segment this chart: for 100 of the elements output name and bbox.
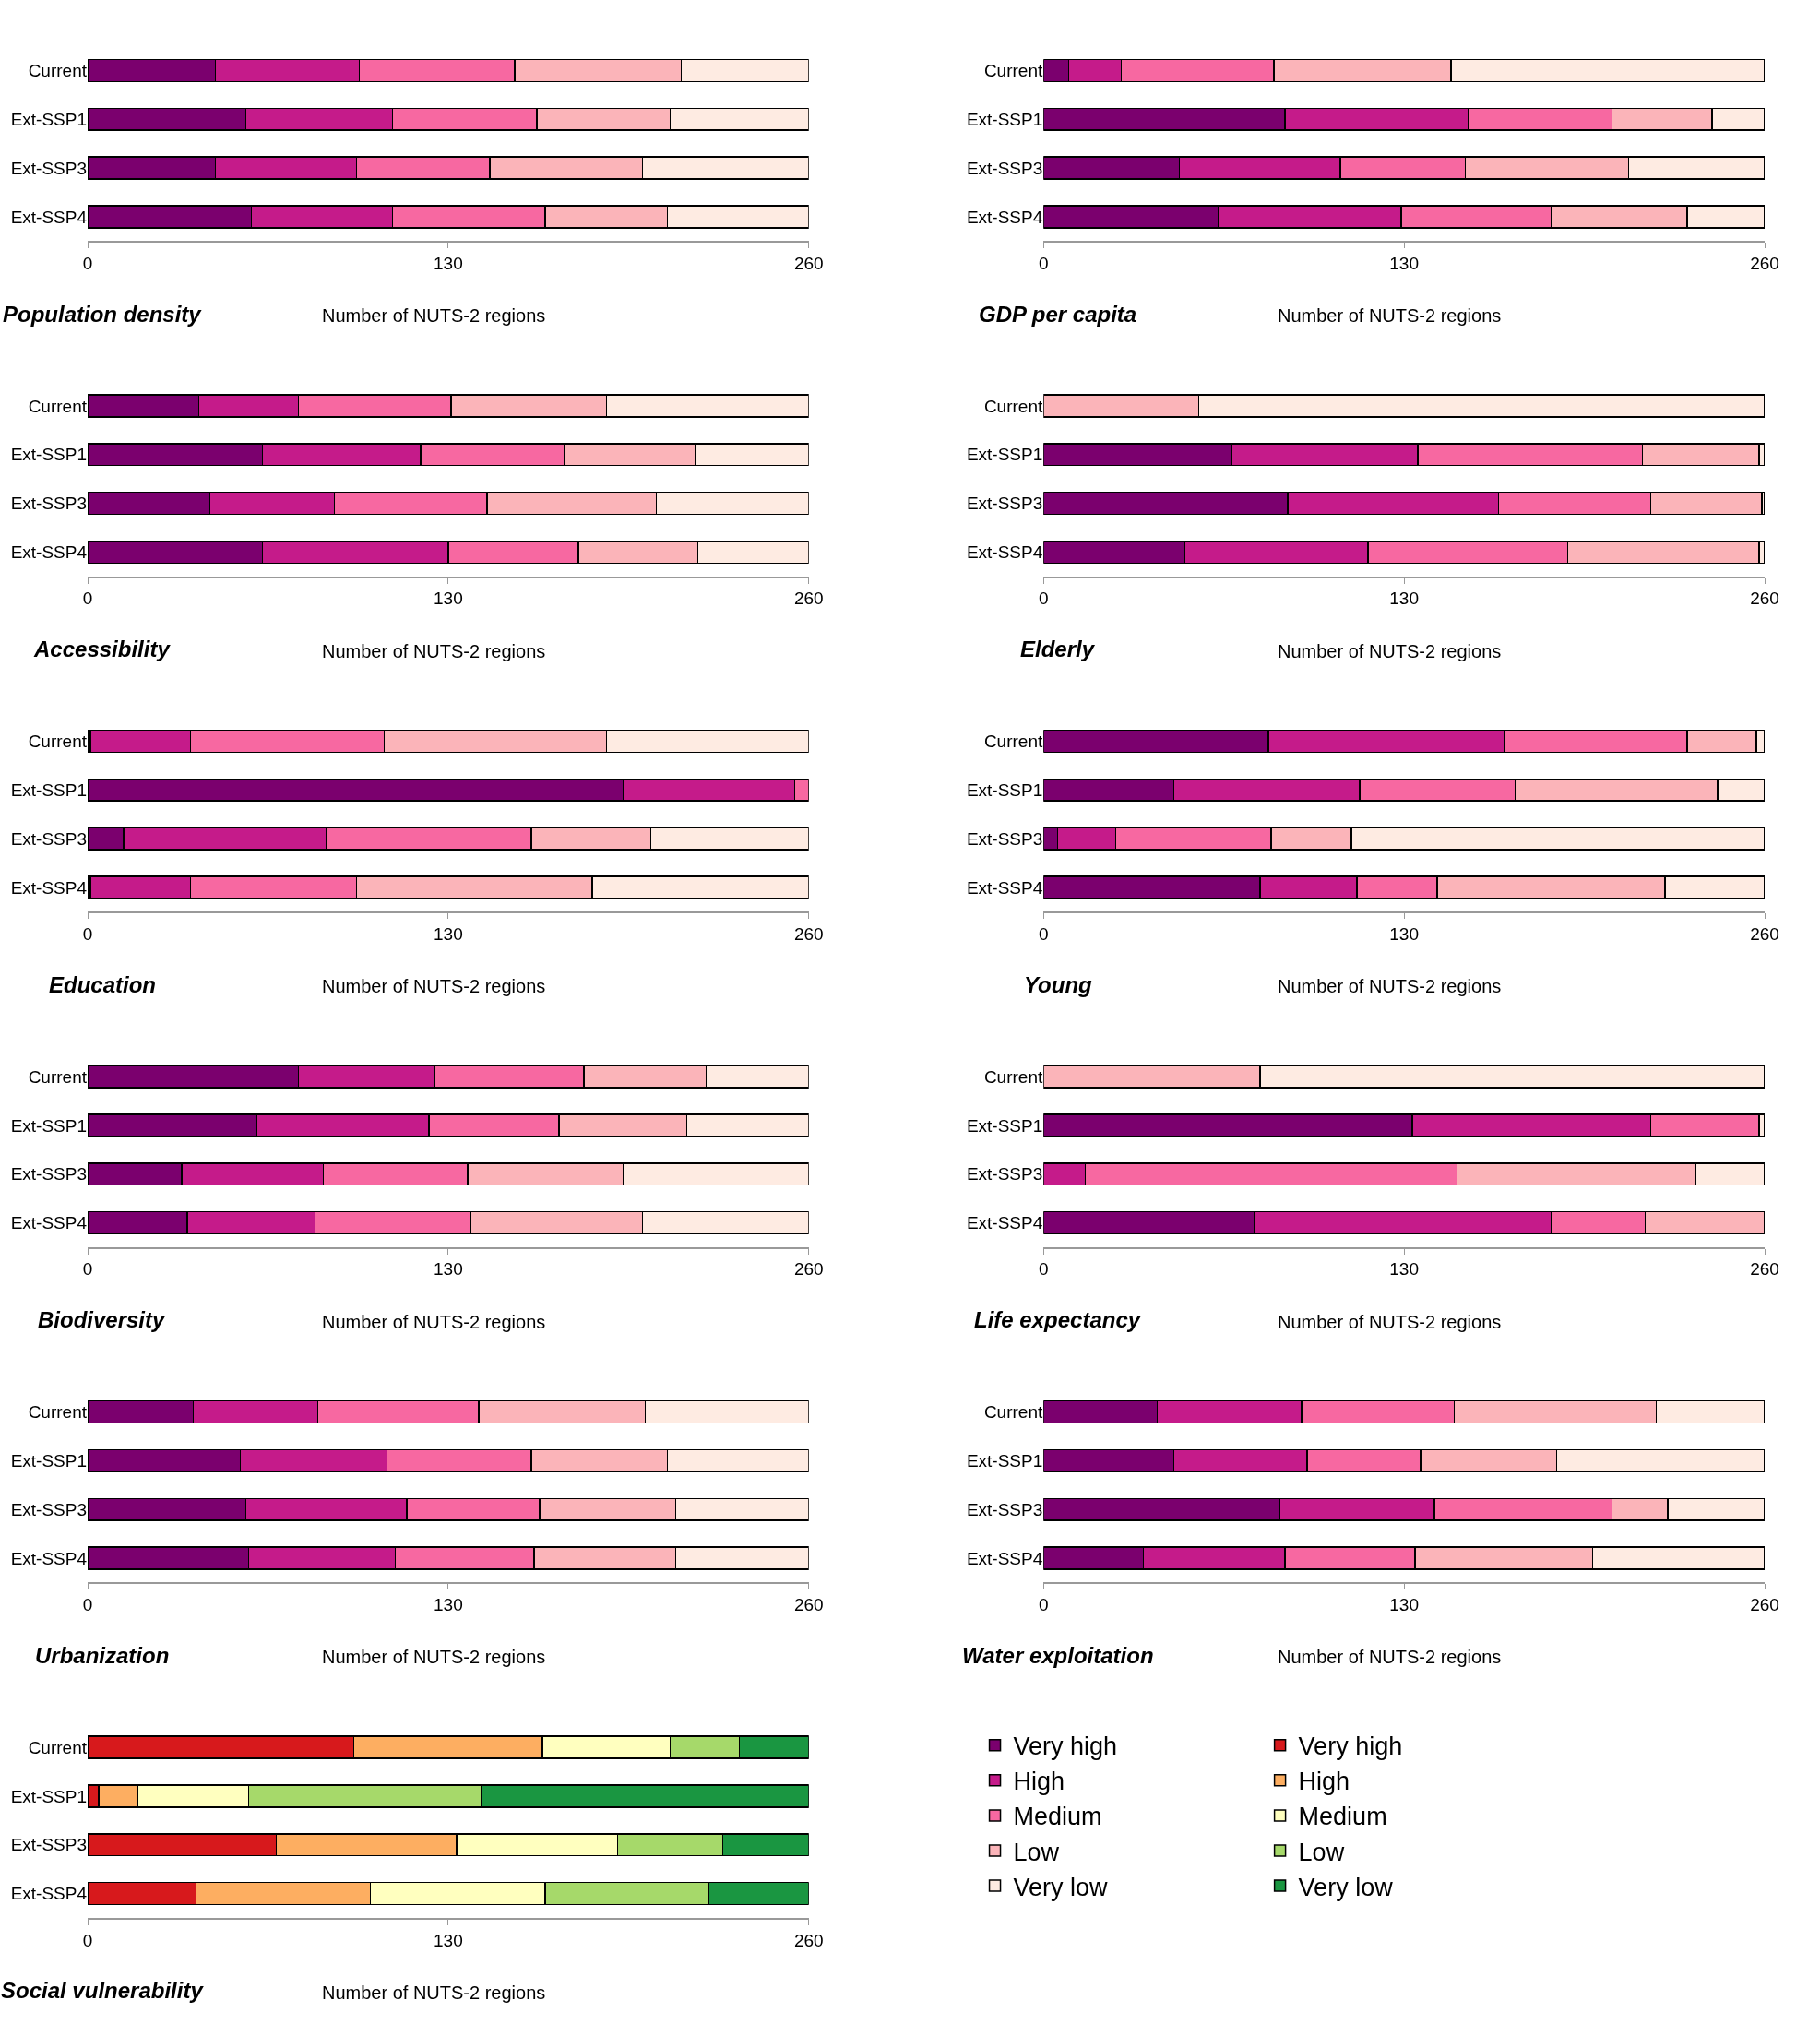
y-tick-label: Ext-SSP3 — [10, 828, 87, 849]
x-tick-label: 0 — [82, 1259, 93, 1280]
y-tick-label: Ext-SSP3 — [966, 158, 1043, 178]
y-tick-label: Ext-SSP4 — [10, 542, 88, 563]
x-tick-label: 260 — [793, 1930, 824, 1950]
x-tick-label: 0 — [1038, 589, 1049, 609]
x-tick-label: 0 — [82, 1595, 93, 1615]
x-tick-label: 130 — [434, 1595, 463, 1615]
legend-label: Low — [1013, 1838, 1060, 1866]
y-tick-label: Ext-SSP3 — [10, 494, 87, 514]
x-tick-label: 260 — [1750, 253, 1779, 273]
y-tick-label: Current — [983, 1066, 1043, 1087]
x-tick-label: 260 — [1750, 1259, 1779, 1280]
x-axis-title: Number of NUTS-2 regions — [1278, 1312, 1502, 1332]
text: Elderly — [1020, 637, 1096, 661]
x-tick-label: 130 — [434, 589, 463, 609]
x-axis-title: Number of NUTS-2 regions — [322, 305, 546, 326]
x-tick-label: 0 — [82, 589, 93, 609]
y-tick-label: Ext-SSP3 — [966, 828, 1043, 849]
y-tick-label: Ext-SSP4 — [966, 207, 1043, 227]
x-tick-label: 0 — [1038, 253, 1049, 273]
x-tick-label: 260 — [793, 1595, 824, 1615]
y-tick-label: Ext-SSP1 — [10, 1786, 87, 1806]
y-tick-label: Ext-SSP3 — [966, 494, 1043, 514]
x-tick-label: 130 — [434, 1930, 463, 1950]
y-tick-label: Ext-SSP1 — [966, 1451, 1043, 1471]
x-tick-label: 130 — [434, 923, 463, 944]
y-tick-label: Ext-SSP4 — [10, 1548, 88, 1568]
x-axis-title: Number of NUTS-2 regions — [1278, 305, 1502, 326]
y-tick-label: Ext-SSP1 — [10, 109, 87, 129]
y-tick-label: Ext-SSP4 — [10, 207, 88, 227]
y-tick-label: Ext-SSP3 — [966, 1499, 1043, 1519]
x-tick-label: 260 — [793, 589, 824, 609]
y-tick-label: Current — [28, 1737, 88, 1757]
x-axis-title: Number of NUTS-2 regions — [1278, 641, 1502, 661]
x-tick-label: 260 — [793, 923, 824, 944]
y-tick-label: Ext-SSP4 — [10, 1213, 88, 1233]
x-tick-label: 0 — [82, 923, 93, 944]
text: Young — [1024, 972, 1093, 997]
legend-label: Very low — [1298, 1873, 1394, 1901]
y-tick-label: Ext-SSP4 — [10, 1884, 88, 1904]
y-tick-label: Ext-SSP1 — [966, 780, 1043, 800]
y-tick-label: Ext-SSP4 — [10, 877, 88, 898]
x-tick-label: 130 — [1389, 923, 1419, 944]
y-tick-label: Current — [28, 1402, 88, 1423]
text: Water exploitation — [962, 1643, 1154, 1668]
y-tick-label: Ext-SSP3 — [10, 1499, 87, 1519]
x-tick-label: 0 — [1038, 1595, 1049, 1615]
y-tick-label: Ext-SSP4 — [966, 542, 1043, 563]
y-tick-label: Ext-SSP1 — [966, 1115, 1043, 1136]
legend-label: High — [1298, 1768, 1350, 1796]
x-tick-label: 0 — [1038, 1259, 1049, 1280]
y-tick-label: Ext-SSP1 — [10, 780, 87, 800]
x-tick-label: 130 — [1389, 1595, 1419, 1615]
y-tick-label: Current — [983, 396, 1043, 416]
x-tick-label: 260 — [1750, 923, 1779, 944]
y-tick-label: Current — [983, 1402, 1043, 1423]
legend-label: Very high — [1013, 1732, 1118, 1761]
y-tick-label: Current — [28, 1066, 88, 1087]
x-axis-title: Number of NUTS-2 regions — [322, 1312, 546, 1332]
legend-label: Medium — [1298, 1803, 1387, 1831]
y-tick-label: Ext-SSP3 — [966, 1164, 1043, 1185]
text: Population density — [3, 302, 203, 327]
x-tick-label: 0 — [1038, 923, 1049, 944]
text: Education — [49, 972, 157, 997]
y-tick-label: Ext-SSP4 — [966, 1213, 1043, 1233]
x-axis-title: Number of NUTS-2 regions — [322, 641, 546, 661]
y-tick-label: Ext-SSP1 — [10, 1451, 87, 1471]
legend-label: Very high — [1298, 1732, 1403, 1761]
x-tick-label: 130 — [1389, 589, 1419, 609]
x-tick-label: 0 — [82, 253, 93, 273]
legend-label: Medium — [1013, 1803, 1102, 1831]
y-tick-label: Ext-SSP1 — [10, 445, 87, 465]
y-tick-label: Ext-SSP3 — [10, 158, 87, 178]
x-tick-label: 0 — [82, 1930, 93, 1950]
legend-label: Low — [1298, 1838, 1345, 1866]
x-tick-label: 260 — [1750, 589, 1779, 609]
y-tick-label: Ext-SSP4 — [966, 1548, 1043, 1568]
text: GDP per capita — [979, 302, 1137, 327]
legend-label: High — [1013, 1768, 1065, 1796]
x-tick-label: 260 — [793, 1259, 824, 1280]
y-tick-label: Ext-SSP4 — [966, 877, 1043, 898]
y-tick-label: Current — [28, 396, 88, 416]
text: Life expectancy — [974, 1307, 1142, 1332]
text: Biodiversity — [38, 1307, 167, 1332]
x-tick-label: 130 — [1389, 1259, 1419, 1280]
x-tick-label: 130 — [1389, 253, 1419, 273]
y-tick-label: Current — [28, 61, 88, 81]
x-tick-label: 130 — [434, 1259, 463, 1280]
text: Accessibility — [33, 637, 172, 661]
x-tick-label: 260 — [1750, 1595, 1779, 1615]
y-tick-label: Current — [983, 732, 1043, 752]
y-tick-label: Ext-SSP1 — [10, 1115, 87, 1136]
x-axis-title: Number of NUTS-2 regions — [322, 976, 546, 996]
y-tick-label: Current — [28, 732, 88, 752]
y-tick-label: Ext-SSP1 — [966, 109, 1043, 129]
x-axis-title: Number of NUTS-2 regions — [1278, 1647, 1502, 1667]
x-axis-title: Number of NUTS-2 regions — [1278, 976, 1502, 996]
text: Social vulnerability — [1, 1978, 205, 2003]
y-tick-label: Ext-SSP3 — [10, 1835, 87, 1855]
